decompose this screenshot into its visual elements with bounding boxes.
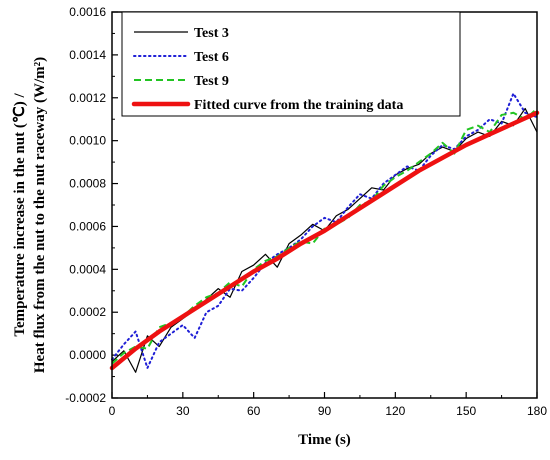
legend-label-1: Test 3 bbox=[194, 26, 229, 41]
y-tick-label: -0.0002 bbox=[65, 391, 106, 405]
y-axis-title-line2: Heat flux from the nut to the nut racewa… bbox=[32, 57, 48, 373]
y-tick-label: 0.0008 bbox=[69, 177, 106, 191]
legend-box bbox=[121, 11, 461, 117]
y-tick-label: 0.0010 bbox=[69, 134, 106, 148]
x-tick-label: 90 bbox=[318, 404, 332, 418]
series-line-2 bbox=[111, 92, 538, 369]
x-tick-label: 150 bbox=[456, 404, 476, 418]
legend-label-2: Test 6 bbox=[194, 50, 229, 65]
x-tick-label: 180 bbox=[527, 404, 547, 418]
series-line-3 bbox=[111, 107, 538, 365]
y-tick-label: 0.0016 bbox=[69, 5, 106, 19]
y-tick-label: 0.0014 bbox=[69, 48, 106, 62]
y-tick-label: 0.0002 bbox=[69, 305, 106, 319]
series-layer bbox=[109, 92, 540, 373]
y-axis-title-line1: Temperature increase in the nut (℃) / bbox=[12, 93, 28, 337]
tick-labels: 0 30 60 90 120 150 180 -0.0002 0.0000 0.0002 0.000… bbox=[65, 5, 547, 418]
x-tick-label: 0 bbox=[109, 404, 116, 418]
x-tick-label: 120 bbox=[385, 404, 405, 418]
x-axis-title: Time (s) bbox=[298, 432, 351, 448]
series-line-4 bbox=[109, 110, 540, 371]
series-line-1 bbox=[111, 107, 538, 373]
y-tick-label: 0.0000 bbox=[69, 348, 106, 362]
y-tick-label: 0.0006 bbox=[69, 219, 106, 233]
x-tick-label: 60 bbox=[247, 404, 261, 418]
legend-label-4: Fitted curve from the training data bbox=[194, 98, 403, 113]
y-tick-label: 0.0012 bbox=[69, 91, 106, 105]
legend: Test 3 Test 6 Test 9 Fitted curve from the … bbox=[121, 11, 461, 117]
x-tick-label: 30 bbox=[176, 404, 190, 418]
legend-label-3: Test 9 bbox=[194, 74, 229, 89]
y-tick-label: 0.0004 bbox=[69, 262, 106, 276]
